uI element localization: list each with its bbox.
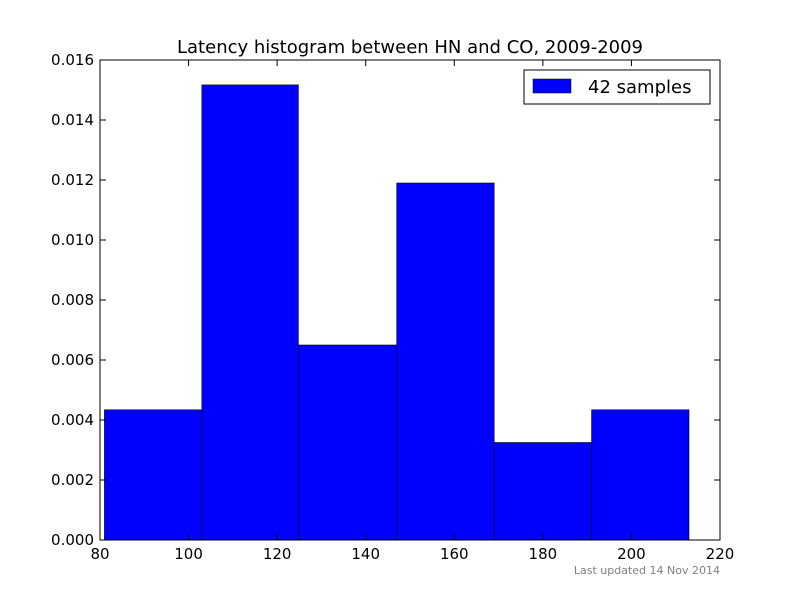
y-tick-label: 0.006 [51,351,94,369]
y-tick-label: 0.008 [51,291,94,309]
x-tick-label: 140 [351,545,380,563]
histogram-bar-1 [104,409,203,541]
y-tick-label: 0.000 [51,531,94,549]
ticks-layer: 80 100 120 140 160 180 200 220 0.000 0.002 0.004 0.… [51,51,734,563]
x-tick-label: 120 [263,545,292,563]
chart-title: Latency histogram between HN and CO, 200… [177,37,643,58]
x-tick-label: 80 [90,545,109,563]
x-tick-label: 160 [440,545,469,563]
bars-layer [104,84,690,541]
x-tick-label: 100 [174,545,203,563]
histogram-bar-2 [201,84,299,541]
last-updated-text: Last updated 14 Nov 2014 [574,564,720,577]
y-tick-label: 0.016 [51,51,94,69]
x-tick-label: 200 [617,545,646,563]
x-tick-label: 220 [706,545,735,563]
y-tick-label: 0.010 [51,231,94,249]
histogram-bar-5 [493,442,592,541]
histogram-bar-3 [298,344,398,541]
histogram-bar-6 [591,409,690,541]
y-tick-label: 0.002 [51,471,94,489]
y-tick-label: 0.012 [51,171,94,189]
legend-swatch [532,78,572,94]
y-tick-label: 0.014 [51,111,94,129]
histogram-bar-4 [396,182,495,541]
legend-label: 42 samples [588,77,691,98]
x-tick-label: 180 [529,545,558,563]
legend: 42 samples [523,69,711,105]
y-tick-label: 0.004 [51,411,94,429]
